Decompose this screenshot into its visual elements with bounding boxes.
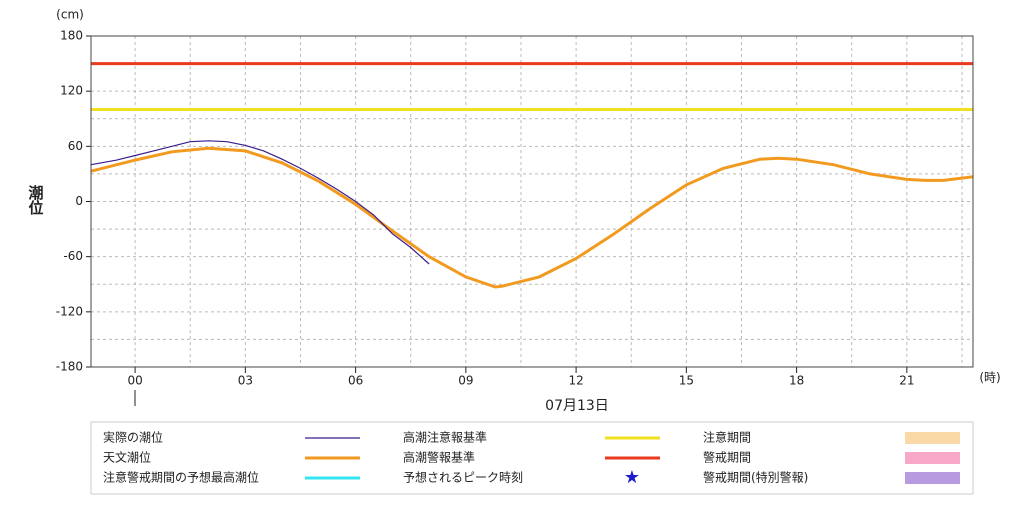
y-tick-label: 0 <box>75 194 83 208</box>
legend-swatch <box>905 452 960 464</box>
series-line <box>90 146 974 289</box>
legend-box <box>90 421 974 495</box>
legend-label: 注意警戒期間の予想最高潮位 <box>103 470 259 485</box>
legend-swatch <box>905 472 960 484</box>
x-tick-label: 06 <box>348 374 363 388</box>
x-unit: (時) <box>979 371 1000 385</box>
x-tick-label: 09 <box>458 374 473 388</box>
x-tick-label: 12 <box>568 374 583 388</box>
legend-label: 実際の潮位 <box>103 430 163 445</box>
legend-label: 警戒期間(特別警報) <box>703 470 808 485</box>
y-tick-label: 60 <box>68 139 83 153</box>
y-label: 潮位 <box>27 184 45 215</box>
y-tick-label: -60 <box>63 249 83 263</box>
y-tick-label: -180 <box>56 360 83 374</box>
legend-label: 注意期間 <box>703 430 751 445</box>
legend-swatch <box>905 432 960 444</box>
legend-label: 高潮警報基準 <box>403 450 475 465</box>
legend-swatch: ★ <box>624 467 640 488</box>
series-line <box>90 140 430 265</box>
y-tick-label: 120 <box>60 84 83 98</box>
legend-label: 高潮注意報基準 <box>403 430 487 445</box>
x-tick-label: 21 <box>899 374 914 388</box>
y-unit: (cm) <box>56 8 84 22</box>
date-label: 07月13日 <box>545 398 609 414</box>
plot-border <box>90 35 974 368</box>
legend-label: 警戒期間 <box>703 450 751 465</box>
x-tick-label: 03 <box>238 374 253 388</box>
legend-label: 天文潮位 <box>103 450 151 465</box>
x-tick-label: 00 <box>127 374 142 388</box>
y-tick-label: 180 <box>60 29 83 43</box>
x-tick-label: 18 <box>789 374 804 388</box>
x-tick-label: 15 <box>679 374 694 388</box>
y-tick-label: -120 <box>56 304 83 318</box>
legend-label: 予想されるピーク時刻 <box>403 470 523 485</box>
